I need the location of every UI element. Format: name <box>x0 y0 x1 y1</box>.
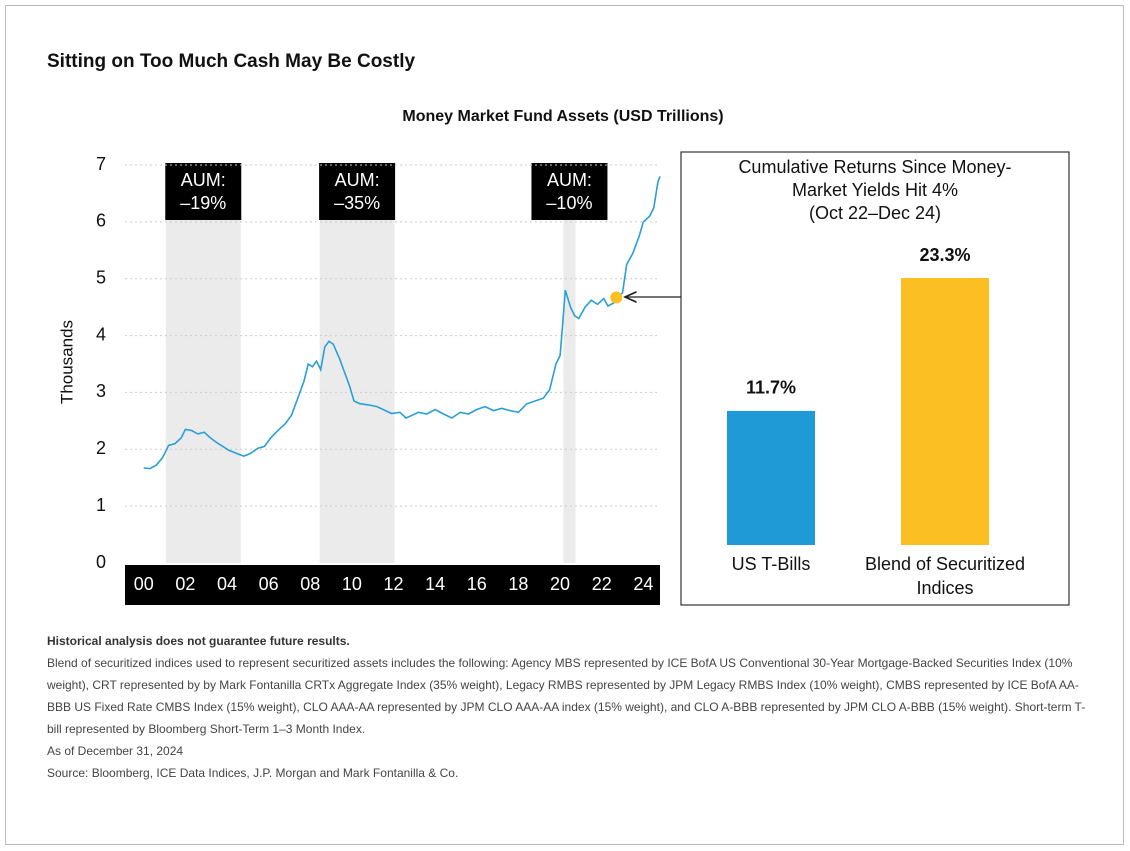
x-tick-label: 02 <box>175 574 195 594</box>
y-tick-label: 6 <box>96 211 106 231</box>
x-tick-label: Blend of Securitized Indices <box>864 554 1026 598</box>
chart-title: Money Market Fund Assets (USD Trillions) <box>402 108 723 125</box>
x-tick-label: 18 <box>508 574 528 594</box>
x-tick-label: 20 <box>550 574 570 594</box>
y-tick-label: 3 <box>96 381 106 401</box>
note: Blend of securitized indices used to rep… <box>47 656 1086 736</box>
x-tick-label: 24 <box>633 574 653 594</box>
note: Historical analysis does not guarantee f… <box>47 634 350 648</box>
annotation-text: –35% <box>334 193 380 213</box>
annotation-text: AUM: <box>335 170 380 190</box>
y-tick-label: 4 <box>96 324 106 344</box>
bar <box>727 410 815 545</box>
note: As of December 31, 2024 <box>47 744 184 758</box>
y-tick-label: 0 <box>96 552 106 572</box>
x-tick-label: 10 <box>342 574 362 594</box>
annotation-box <box>531 163 608 220</box>
x-axis-band <box>125 565 660 605</box>
value-label: 11.7% <box>746 378 796 398</box>
inset-title: (Oct 22–Dec 24) <box>809 203 941 223</box>
x-tick-label: US T-Bills <box>731 554 811 574</box>
note: Source: Bloomberg, ICE Data Indices, J.P… <box>47 766 459 780</box>
annotation-box <box>319 163 396 220</box>
x-tick-label: 04 <box>217 574 237 594</box>
annotation-box <box>165 163 242 220</box>
frame <box>5 5 1124 845</box>
bar <box>901 278 989 545</box>
annotation-text: AUM: <box>181 170 226 190</box>
x-tick-label: 00 <box>134 574 154 594</box>
inset-title: Market Yields Hit 4% <box>792 180 958 200</box>
highlight-point <box>610 291 623 304</box>
x-tick-label: 16 <box>467 574 487 594</box>
shaded-region <box>165 165 241 563</box>
y-tick-label: 1 <box>96 495 106 515</box>
x-tick-label: 08 <box>300 574 320 594</box>
x-tick-label: 22 <box>592 574 612 594</box>
shaded-region <box>563 165 576 563</box>
y-tick-label: 2 <box>96 438 106 458</box>
y-axis-label: Thousands <box>57 320 76 404</box>
inset-title: Cumulative Returns Since Money- <box>738 157 1011 177</box>
notes: Historical analysis does not guarantee f… <box>47 630 1092 784</box>
y-tick-label: 5 <box>96 267 106 287</box>
x-tick-label: 14 <box>425 574 445 594</box>
x-tick-label: 06 <box>259 574 279 594</box>
annotation-text: –19% <box>180 193 226 213</box>
annotation-text: –10% <box>546 193 592 213</box>
shaded-region <box>319 165 395 563</box>
data-line <box>143 176 661 470</box>
annotation-text: AUM: <box>547 170 592 190</box>
value-label: 23.3% <box>919 245 970 265</box>
y-tick-label: 7 <box>96 154 106 174</box>
x-tick-label: 12 <box>384 574 404 594</box>
page-title: Sitting on Too Much Cash May Be Costly <box>47 51 415 72</box>
